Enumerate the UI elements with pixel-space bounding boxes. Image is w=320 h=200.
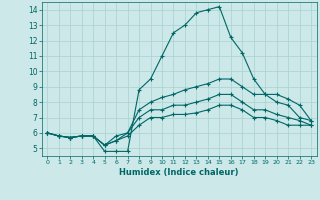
X-axis label: Humidex (Indice chaleur): Humidex (Indice chaleur) bbox=[119, 168, 239, 177]
